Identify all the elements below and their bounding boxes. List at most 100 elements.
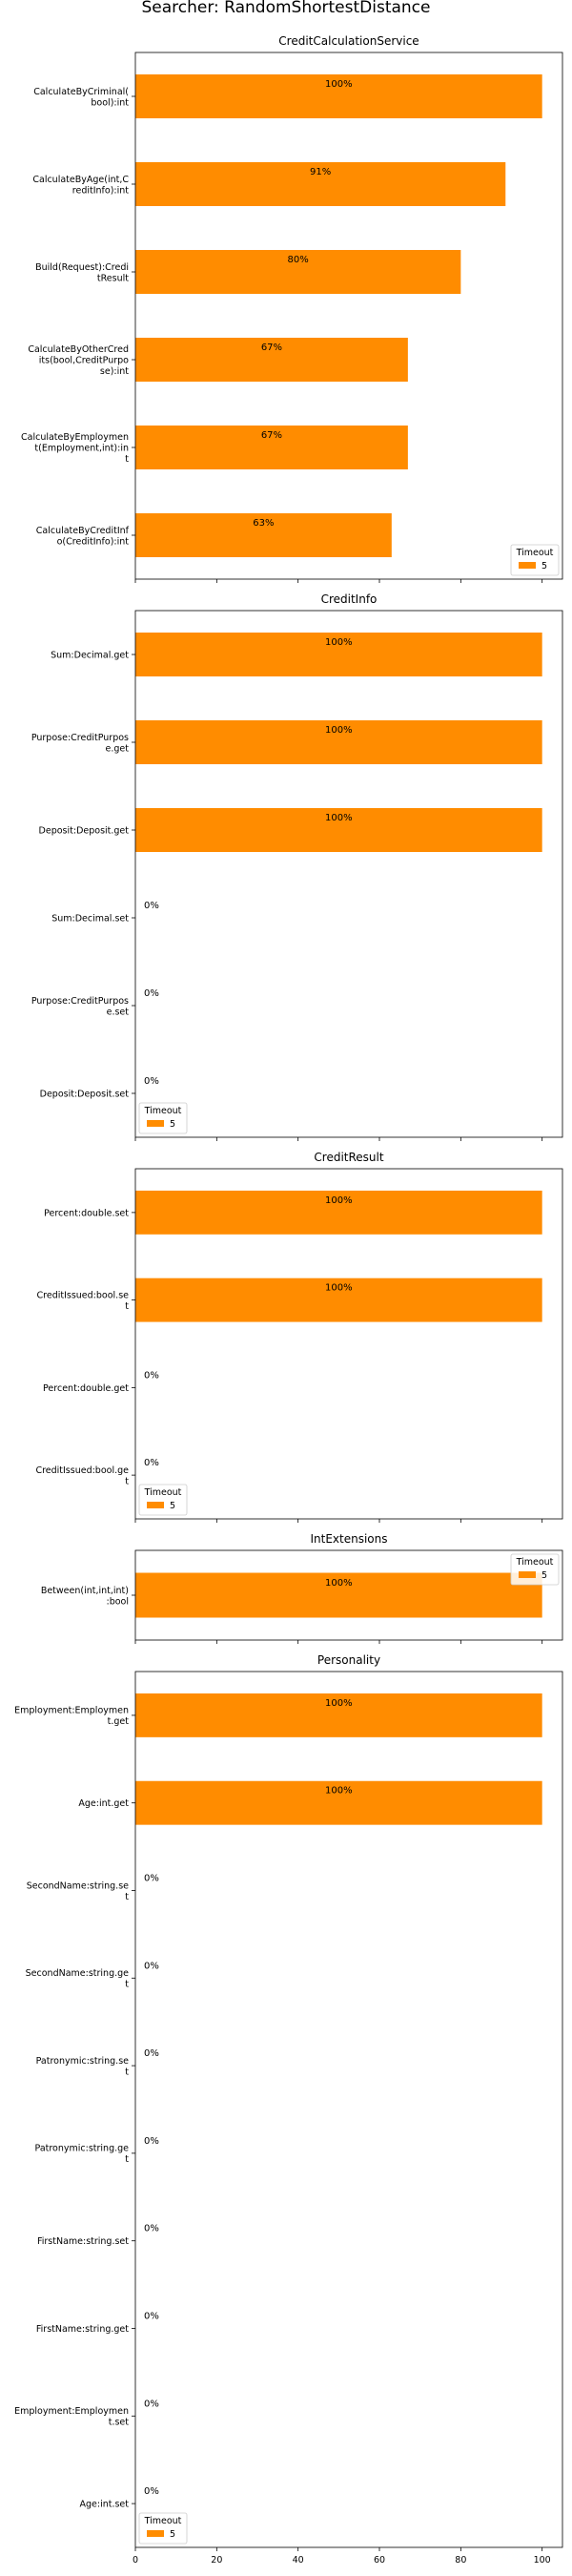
bar [135,1572,542,1618]
bar [135,250,461,294]
legend-swatch [519,1571,536,1578]
y-tick-label: Sum:Decimal.set [51,914,129,924]
legend-entry: 5 [170,1119,175,1130]
y-tick-label: Purpose:CreditPurpos e.get [31,733,129,755]
legend-entry: 5 [541,561,547,571]
page-title: Searcher: RandomShortestDistance [141,0,431,17]
bar-value-label: 0% [144,1874,159,1884]
bar-value-label: 0% [144,901,159,911]
axes-frame [134,1671,563,2548]
y-tick-label: Age:int.get [78,1798,129,1809]
bar-value-label: 0% [144,2312,159,2322]
y-tick-label: CalculateByEmploymen t(Employment,int):in… [21,432,129,465]
legend-title: Timeout [144,1487,182,1498]
bar-value-label: 0% [144,2399,159,2409]
subplot-title: CreditInfo [321,592,378,606]
bar-value-label: 0% [144,1076,159,1087]
bar-value-label: 0% [144,2048,159,2059]
y-tick-label: CalculateByOtherCred its(bool,CreditPurpo… [28,344,129,377]
y-tick-label: Purpose:CreditPurpos e.set [31,996,129,1018]
bar [135,513,392,557]
bar-value-label: 0% [144,988,159,999]
axes-frame [134,610,563,1138]
y-tick-label: Employment:Employmen t.get [14,1706,129,1728]
subplot-title: CreditCalculationService [278,34,419,48]
bar-value-label: 100% [325,813,353,823]
bar-value-label: 100% [325,1786,353,1797]
y-tick-label: Employment:Employmen t.set [14,2406,129,2428]
x-tick-label: 20 [211,2555,222,2566]
y-tick-label: CalculateByAge(int,C reditInfo):int [32,175,129,197]
legend-entry: 5 [541,1570,547,1581]
bar [135,162,506,206]
bar-value-label: 0% [144,1370,159,1381]
subplot-4: Personality 100% Employment:Employmen t.get… [14,1653,563,2566]
y-tick-label: SecondName:string.ge t [26,1968,130,1990]
bar [135,808,542,852]
bar-value-label: 0% [144,2486,159,2497]
legend-entry: 5 [170,1501,175,1511]
y-tick-label: CalculateByCreditInf o(CreditInfo):int [36,526,130,548]
y-tick-label: FirstName:string.get [36,2324,129,2335]
bar [135,633,542,676]
y-tick-label: Patronymic:string.se t [36,2056,130,2078]
y-tick-label: FirstName:string.set [37,2236,129,2247]
x-tick-label: 40 [293,2555,304,2566]
bar [135,74,542,118]
y-tick-label: Percent:double.set [44,1208,129,1218]
legend-title: Timeout [516,548,554,558]
bar [135,1780,542,1825]
legend-title: Timeout [144,2516,182,2526]
bar-value-label: 80% [288,255,309,265]
legend-swatch [147,1502,164,1508]
legend: Timeout 5 [510,544,560,576]
y-tick-label: CreditIssued:bool.ge t [35,1465,129,1487]
bar [135,1278,542,1322]
y-tick-label: Between(int,int,int):bool [41,1586,129,1608]
bar-value-label: 0% [144,2136,159,2147]
legend: Timeout 5 [510,1553,560,1586]
bar-value-label: 63% [253,518,274,529]
subplot-0: CreditCalculationService 100% CalculateByC… [21,34,563,583]
bar-value-label: 100% [325,79,353,90]
bar-value-label: 67% [261,343,282,353]
bar [135,720,542,764]
subplot-3: IntExtensions 100% Between(int,int,int):bo… [41,1532,563,1644]
axes-frame [134,52,563,580]
y-tick-label: SecondName:string.se t [27,1880,130,1902]
legend-entry: 5 [170,2529,175,2540]
bar-value-label: 100% [325,1283,353,1294]
y-tick-label: Deposit:Deposit.set [40,1090,130,1100]
subplot-2: CreditResult 100% Percent:double.set 100% Cr… [35,1151,563,1523]
axes-frame [134,1549,563,1641]
bar-value-label: 0% [144,1961,159,1971]
x-tick-label: 0 [133,2555,138,2566]
bar-value-label: 100% [325,1578,353,1589]
subplot-title: CreditResult [314,1151,383,1164]
x-tick-label: 60 [374,2555,385,2566]
y-tick-label: CreditIssued:bool.se t [37,1290,130,1312]
legend-swatch [147,2530,164,2537]
bar-value-label: 100% [325,637,353,648]
legend-swatch [147,1120,164,1127]
bar-value-label: 91% [310,167,331,177]
bar [135,1190,542,1235]
bar-value-label: 0% [144,1458,159,1468]
bar-value-label: 100% [325,1698,353,1709]
y-tick-label: Patronymic:string.ge t [35,2144,130,2166]
legend: Timeout 5 [138,1102,188,1134]
y-tick-label: Build(Request):Credi tResult [35,262,129,284]
bar-value-label: 67% [261,430,282,441]
y-tick-label: CalculateByCriminal(bool):int [33,87,129,109]
axes-frame [134,1168,563,1520]
bar-value-label: 100% [325,725,353,736]
legend: Timeout 5 [138,1484,188,1516]
subplot-1: CreditInfo 100% Sum:Decimal.get 100% Purpose… [31,592,563,1141]
y-tick-label: Percent:double.get [43,1383,129,1394]
subplot-title: IntExtensions [310,1532,387,1546]
legend: Timeout 5 [138,2512,188,2545]
subplot-title: Personality [317,1653,380,1667]
x-tick-label: 100 [534,2555,551,2566]
bar [135,1693,542,1737]
